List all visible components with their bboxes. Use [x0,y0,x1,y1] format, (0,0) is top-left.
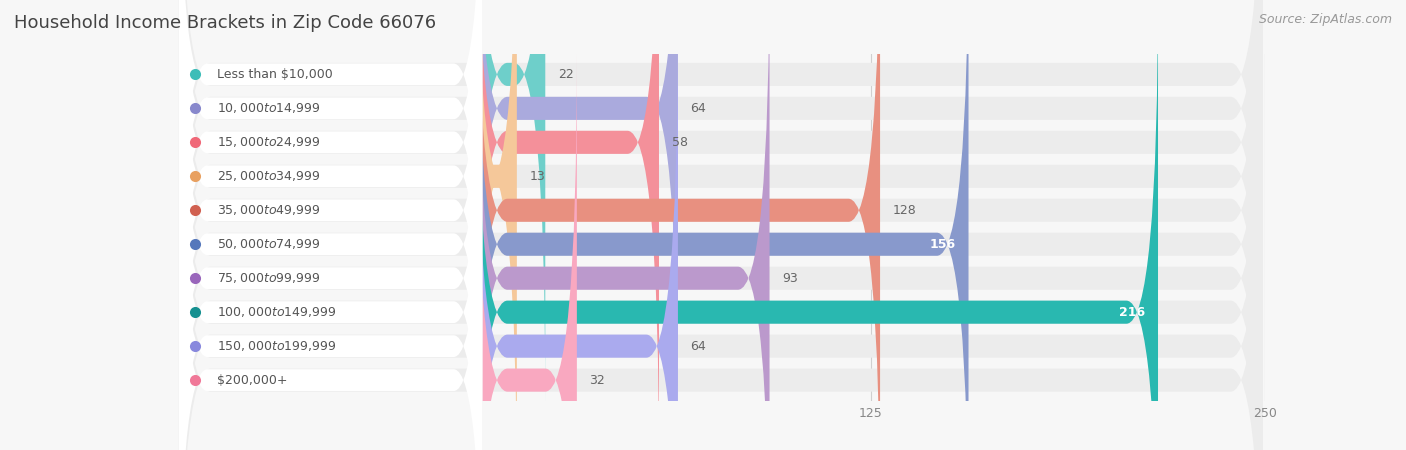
FancyBboxPatch shape [179,17,482,450]
Text: $75,000 to $99,999: $75,000 to $99,999 [217,271,321,285]
Text: 64: 64 [690,340,706,353]
FancyBboxPatch shape [475,0,1159,450]
Text: 32: 32 [589,374,605,387]
FancyBboxPatch shape [179,0,1263,436]
FancyBboxPatch shape [475,0,659,450]
FancyBboxPatch shape [179,0,482,369]
FancyBboxPatch shape [179,0,1263,450]
FancyBboxPatch shape [179,0,1263,403]
FancyBboxPatch shape [179,0,1263,450]
Text: $50,000 to $74,999: $50,000 to $74,999 [217,237,321,251]
Text: 58: 58 [672,136,688,149]
FancyBboxPatch shape [179,0,482,450]
Text: $25,000 to $34,999: $25,000 to $34,999 [217,169,321,183]
FancyBboxPatch shape [179,0,1263,450]
FancyBboxPatch shape [179,0,482,450]
Text: 156: 156 [929,238,956,251]
Text: $10,000 to $14,999: $10,000 to $14,999 [217,101,321,115]
Text: 22: 22 [558,68,574,81]
FancyBboxPatch shape [179,0,482,450]
Text: 13: 13 [530,170,546,183]
Text: 64: 64 [690,102,706,115]
FancyBboxPatch shape [179,51,482,450]
FancyBboxPatch shape [179,0,1263,450]
FancyBboxPatch shape [179,52,1263,450]
FancyBboxPatch shape [179,0,482,437]
Text: Less than $10,000: Less than $10,000 [217,68,333,81]
FancyBboxPatch shape [475,0,880,450]
FancyBboxPatch shape [179,85,482,450]
Text: $200,000+: $200,000+ [217,374,287,387]
Text: 93: 93 [782,272,799,285]
FancyBboxPatch shape [475,0,517,450]
FancyBboxPatch shape [179,0,1263,450]
FancyBboxPatch shape [475,18,678,450]
Text: 216: 216 [1119,306,1146,319]
FancyBboxPatch shape [179,0,482,450]
FancyBboxPatch shape [475,52,576,450]
FancyBboxPatch shape [179,18,1263,450]
FancyBboxPatch shape [475,0,969,450]
Text: Source: ZipAtlas.com: Source: ZipAtlas.com [1258,14,1392,27]
Text: $100,000 to $149,999: $100,000 to $149,999 [217,305,336,319]
Text: $15,000 to $24,999: $15,000 to $24,999 [217,135,321,149]
FancyBboxPatch shape [179,0,482,403]
FancyBboxPatch shape [475,0,546,403]
Text: $150,000 to $199,999: $150,000 to $199,999 [217,339,336,353]
Text: $35,000 to $49,999: $35,000 to $49,999 [217,203,321,217]
Text: 128: 128 [893,204,917,217]
FancyBboxPatch shape [179,0,1263,450]
Text: Household Income Brackets in Zip Code 66076: Household Income Brackets in Zip Code 66… [14,14,436,32]
FancyBboxPatch shape [475,0,769,450]
FancyBboxPatch shape [475,0,678,436]
